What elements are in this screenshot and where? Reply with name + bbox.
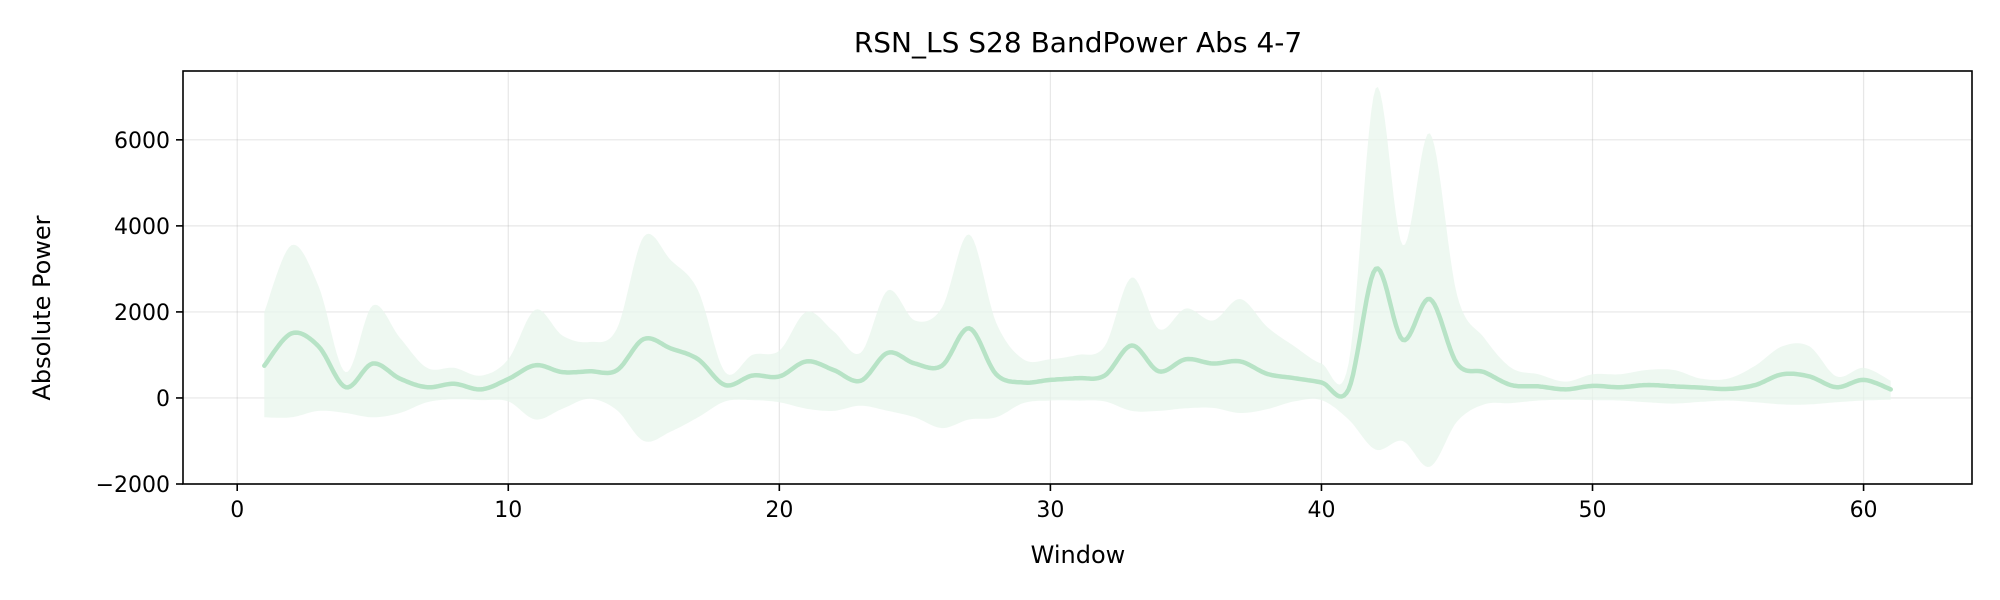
- y-tick-label: 6000: [114, 129, 170, 154]
- x-tick-label: 60: [1850, 498, 1878, 523]
- x-tick-label: 20: [765, 498, 793, 523]
- chart-title: RSN_LS S28 BandPower Abs 4-7: [854, 26, 1302, 59]
- x-axis: 0 10 20 30 40 50 60: [230, 484, 1878, 523]
- x-tick-label: 10: [494, 498, 522, 523]
- grid: [183, 71, 1972, 484]
- mean-line: [262, 266, 1893, 399]
- y-tick-label: 2000: [114, 301, 170, 326]
- line-layer: [262, 266, 1893, 399]
- y-axis: −2000 0 2000 4000 6000: [96, 129, 183, 498]
- x-axis-label: Window: [1031, 541, 1126, 569]
- plot-frame: [182, 70, 1973, 485]
- y-tick-label: −2000: [96, 473, 170, 498]
- y-tick-label: 4000: [114, 215, 170, 240]
- x-tick-label: 0: [230, 498, 244, 523]
- y-tick-label: 0: [156, 387, 170, 412]
- x-tick-label: 40: [1307, 498, 1335, 523]
- x-tick-label: 50: [1579, 498, 1607, 523]
- x-tick-label: 30: [1036, 498, 1064, 523]
- y-axis-label: Absolute Power: [28, 215, 56, 400]
